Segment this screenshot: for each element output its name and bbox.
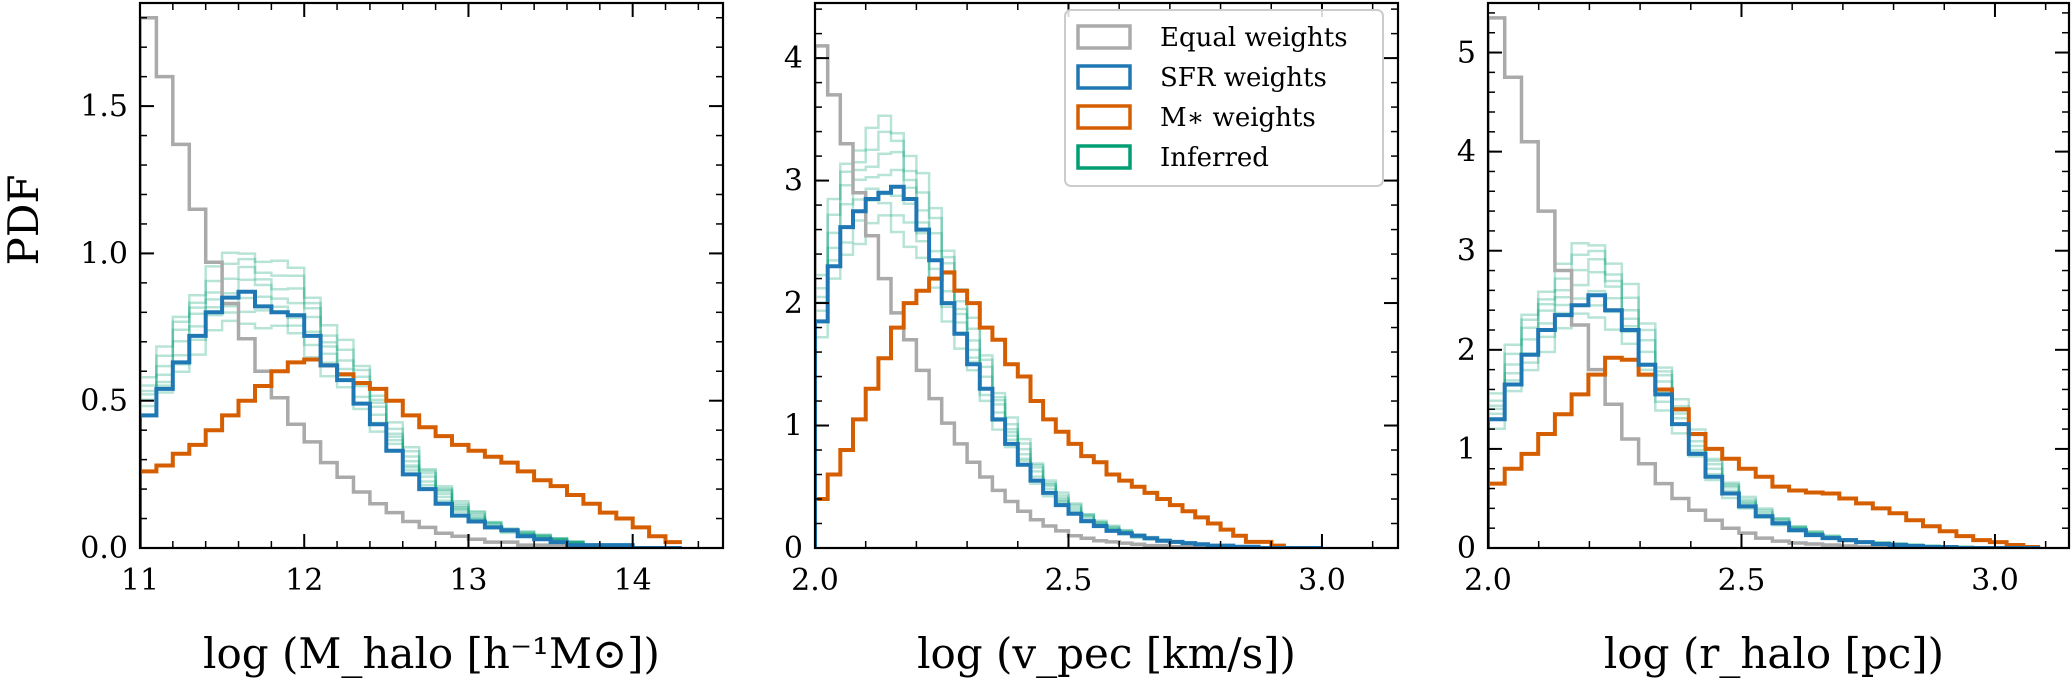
legend-swatch-mstar — [1076, 104, 1132, 130]
x-tick-label: 2.0 — [1464, 563, 1512, 598]
y-tick-label: 1.5 — [80, 89, 128, 124]
x-tick-label: 12 — [285, 563, 323, 598]
legend-entry-equal: Equal weights — [1076, 23, 1348, 53]
series-equal — [815, 44, 1322, 548]
series-mstar — [1488, 355, 2041, 548]
series-sfr — [140, 289, 682, 548]
panel-halo-mass-frame — [138, 1, 725, 550]
series-equal — [140, 15, 682, 548]
legend-label-equal: Equal weights — [1160, 23, 1348, 53]
legend-swatch-inferred — [1076, 144, 1132, 170]
panel-halo-radius-xlabel: log (r_halo [pc]) — [1604, 629, 1944, 678]
y-tick-label: 1 — [784, 409, 803, 444]
y-tick-label: 1 — [1457, 432, 1476, 467]
panel-halo-radius: 2.0 2.5 3.0 0 1 2 3 4 5 log (r_halo [pc]) — [1457, 1, 2071, 678]
legend-label-inferred: Inferred — [1160, 143, 1269, 173]
panel-peculiar-velocity: 2.0 2.5 3.0 0 1 2 3 4 log (v_pec [km/s]) — [784, 1, 1400, 678]
y-tick-label: 1.0 — [80, 236, 128, 271]
y-tick-label: 4 — [1457, 135, 1476, 170]
legend-box — [1064, 9, 1384, 187]
series-sfr — [1488, 293, 2041, 548]
panel-halo-mass-ticks: 11 12 13 14 0.0 0.5 1.0 1.5 — [80, 3, 723, 598]
panel-halo-radius-frame — [1486, 1, 2071, 550]
legend-entry-mstar: M∗ weights — [1076, 103, 1316, 133]
panel-halo-radius-series — [1488, 16, 2041, 548]
y-tick-label: 4 — [784, 41, 803, 76]
panel-halo-mass-xlabel: log (M_halo [h⁻¹M⊙]) — [203, 629, 660, 678]
x-tick-label: 3.0 — [1298, 563, 1346, 598]
legend-swatch-equal — [1076, 24, 1132, 50]
series-mstar — [140, 357, 682, 548]
x-tick-label: 2.5 — [1718, 563, 1766, 598]
panel-halo-mass-series — [140, 15, 682, 548]
y-tick-label: 0 — [784, 531, 803, 566]
x-tick-label: 2.0 — [791, 563, 839, 598]
y-tick-label: 5 — [1457, 36, 1476, 71]
x-tick-label: 2.5 — [1045, 563, 1093, 598]
y-tick-label: 3 — [1457, 234, 1476, 269]
x-tick-label: 11 — [121, 563, 159, 598]
y-tick-label: 3 — [784, 164, 803, 199]
y-axis-label: PDF — [0, 174, 48, 265]
panel-peculiar-velocity-xlabel: log (v_pec [km/s]) — [917, 629, 1296, 678]
legend-swatch-sfr — [1076, 64, 1132, 90]
x-tick-label: 13 — [449, 563, 487, 598]
panel-halo-mass: 11 12 13 14 0.0 0.5 1.0 1.5 log (M_halo [h⁻¹M⊙]… — [80, 1, 725, 678]
legend-label-mstar: M∗ weights — [1160, 103, 1316, 133]
series-sfr — [815, 184, 1322, 548]
y-tick-label: 2 — [1457, 333, 1476, 368]
series-equal — [1488, 16, 2041, 548]
y-tick-label: 0.0 — [80, 531, 128, 566]
panel-peculiar-velocity-series — [815, 44, 1322, 548]
series-mstar — [815, 270, 1322, 548]
x-tick-label: 3.0 — [1971, 563, 2019, 598]
series-inferred-ensemble-line — [140, 251, 682, 548]
panel-peculiar-velocity-frame — [813, 1, 1400, 550]
legend-label-sfr: SFR weights — [1160, 63, 1327, 93]
legend-entry-inferred: Inferred — [1076, 143, 1269, 173]
legend: Equal weights SFR weights M∗ weights Inf… — [1064, 9, 1384, 187]
panel-halo-radius-ticks: 2.0 2.5 3.0 0 1 2 3 4 5 — [1457, 3, 2069, 598]
y-tick-label: 0.5 — [80, 384, 128, 419]
legend-entry-sfr: SFR weights — [1076, 63, 1327, 93]
x-tick-label: 14 — [614, 563, 652, 598]
y-tick-label: 2 — [784, 286, 803, 321]
y-tick-label: 0 — [1457, 531, 1476, 566]
